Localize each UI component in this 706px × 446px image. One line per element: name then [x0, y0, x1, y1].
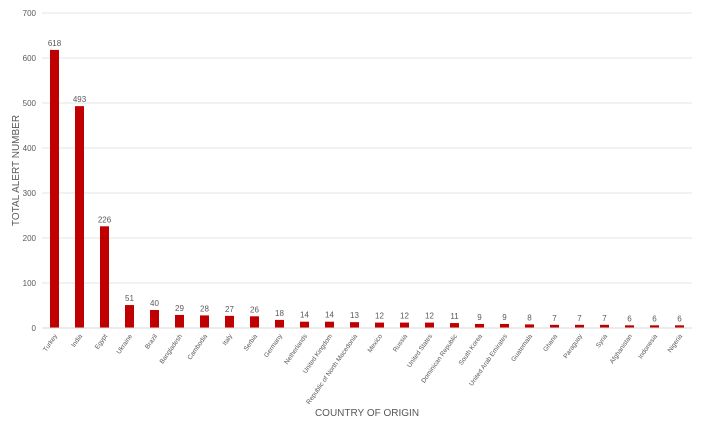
category-label: Brazil [144, 333, 159, 351]
bar [375, 322, 384, 328]
data-label: 6 [677, 314, 682, 323]
bar [125, 305, 134, 328]
category-label: Italy [222, 333, 235, 347]
data-label: 7 [602, 314, 607, 323]
bar [475, 323, 484, 328]
bar [175, 314, 184, 328]
y-tick-label: 600 [23, 54, 37, 63]
data-label: 11 [450, 312, 459, 321]
category-label: South Korea [458, 333, 485, 367]
category-label: Republic of North Macedonia [305, 333, 359, 406]
y-tick-label: 300 [23, 189, 37, 198]
data-label: 14 [325, 311, 334, 320]
y-axis-ticks: 0 100 200 300 400 500 600 700 [23, 9, 37, 333]
data-label: 9 [502, 313, 507, 322]
category-label: Cambodia [186, 333, 209, 362]
x-axis-label: COUNTRY OF ORIGIN [315, 408, 419, 419]
category-label: Paraguay [562, 333, 584, 360]
bar [500, 323, 509, 328]
bar [250, 316, 259, 328]
bar [575, 324, 584, 328]
data-label: 29 [175, 304, 184, 313]
data-label: 8 [527, 313, 532, 322]
bar [200, 315, 209, 328]
category-label: Indonesia [637, 333, 659, 360]
data-label: 6 [652, 314, 657, 323]
bar [100, 226, 109, 328]
gridlines [42, 12, 692, 284]
data-label: 7 [577, 314, 582, 323]
data-label: 12 [425, 312, 434, 321]
category-label: Netherlands [283, 333, 309, 366]
bar [325, 321, 334, 328]
category-label: Ghana [542, 333, 559, 353]
x-axis-ticks: Turkey India Egypt Ukraine Brazil Bangladesh C… [42, 333, 684, 406]
category-label: Turkey [42, 333, 59, 354]
category-label: Russia [392, 333, 409, 354]
bar [425, 322, 434, 328]
bar [300, 321, 309, 328]
bar [350, 322, 359, 328]
category-label: Egypt [94, 333, 109, 351]
bar [50, 49, 59, 329]
data-label: 618 [48, 39, 62, 48]
data-label: 51 [125, 294, 134, 303]
data-label: 6 [627, 314, 632, 323]
y-tick-label: 200 [23, 234, 37, 243]
category-label: Ukraine [116, 333, 135, 356]
data-label: 7 [552, 314, 557, 323]
bar [275, 319, 284, 328]
data-label: 18 [275, 309, 284, 318]
category-label: Serbia [243, 333, 260, 353]
bar [75, 106, 84, 329]
y-tick-label: 700 [23, 9, 37, 18]
bars [50, 49, 684, 329]
data-label: 12 [375, 312, 384, 321]
bar [600, 324, 609, 328]
category-label: Germany [263, 333, 284, 360]
bar [225, 315, 234, 328]
category-label: Mexico [367, 333, 385, 354]
category-label: Afghanistan [609, 333, 635, 365]
data-label: 26 [250, 305, 259, 314]
data-label: 13 [350, 311, 359, 320]
bar [675, 325, 684, 328]
data-label: 28 [200, 304, 209, 313]
bar [525, 324, 534, 328]
category-label: India [70, 333, 84, 349]
category-label: United States [406, 333, 435, 370]
category-label: Nigeria [667, 333, 685, 354]
category-label: Guatemala [510, 333, 534, 363]
data-label: 226 [98, 215, 112, 224]
data-label: 14 [300, 311, 309, 320]
category-label: Syria [595, 333, 609, 349]
bar [550, 324, 559, 328]
data-label: 12 [400, 312, 409, 321]
y-axis-label: TOTAL ALERT NUMBER [11, 115, 22, 226]
bar [650, 325, 659, 328]
y-tick-label: 400 [23, 144, 37, 153]
y-tick-label: 0 [32, 324, 37, 333]
bar [450, 323, 459, 328]
bar [625, 325, 634, 328]
bar [150, 310, 159, 328]
data-label: 9 [477, 313, 482, 322]
y-tick-label: 100 [23, 279, 37, 288]
data-label: 40 [150, 299, 159, 308]
category-label: Bangladesh [159, 333, 185, 365]
data-label: 27 [225, 305, 234, 314]
data-label: 493 [73, 95, 87, 104]
data-labels: 618 493 226 51 40 29 28 27 26 18 14 14 13 12 12 12 11 9 9 8… [48, 39, 682, 323]
y-tick-label: 500 [23, 99, 37, 108]
bar [400, 322, 409, 328]
